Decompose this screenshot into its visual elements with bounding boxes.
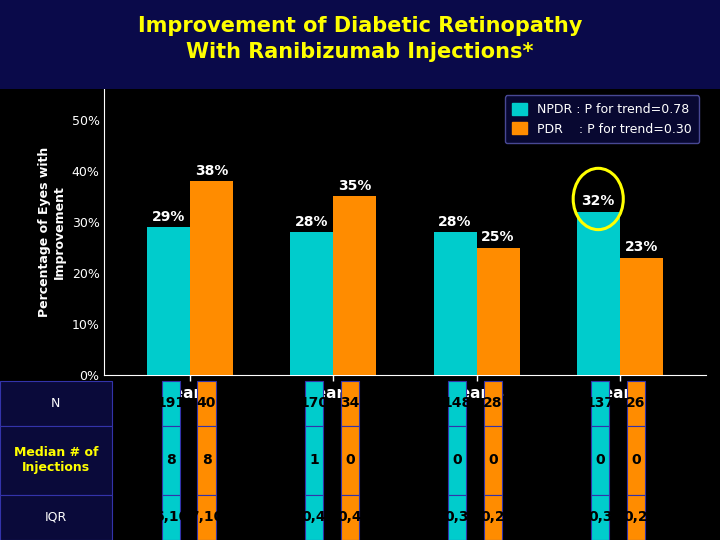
FancyBboxPatch shape xyxy=(591,381,609,426)
Text: 29%: 29% xyxy=(152,210,186,224)
Text: 28%: 28% xyxy=(295,214,329,228)
Text: Improvement of Diabetic Retinopathy
With Ranibizumab Injections*: Improvement of Diabetic Retinopathy With… xyxy=(138,16,582,62)
FancyBboxPatch shape xyxy=(197,426,216,495)
Text: 40: 40 xyxy=(197,396,216,410)
Text: N: N xyxy=(51,397,60,410)
FancyBboxPatch shape xyxy=(627,381,645,426)
Bar xyxy=(477,247,520,375)
Text: 148: 148 xyxy=(443,396,472,410)
Text: 34: 34 xyxy=(340,396,359,410)
Text: 0: 0 xyxy=(595,454,605,467)
Bar xyxy=(577,212,620,375)
Text: 8: 8 xyxy=(202,454,212,467)
Text: 1: 1 xyxy=(309,454,319,467)
Text: 8: 8 xyxy=(166,454,176,467)
FancyBboxPatch shape xyxy=(341,495,359,540)
FancyBboxPatch shape xyxy=(162,381,180,426)
FancyBboxPatch shape xyxy=(448,381,467,426)
Text: IQR: IQR xyxy=(45,511,67,524)
Text: 0,4: 0,4 xyxy=(338,510,362,524)
FancyBboxPatch shape xyxy=(305,381,323,426)
FancyBboxPatch shape xyxy=(162,495,180,540)
Text: 191: 191 xyxy=(156,396,185,410)
FancyBboxPatch shape xyxy=(305,495,323,540)
Bar xyxy=(620,258,662,375)
FancyBboxPatch shape xyxy=(591,426,609,495)
Text: 6,10: 6,10 xyxy=(153,510,188,524)
FancyBboxPatch shape xyxy=(341,426,359,495)
Text: Median # of
Injections: Median # of Injections xyxy=(14,447,98,474)
FancyBboxPatch shape xyxy=(484,426,502,495)
FancyBboxPatch shape xyxy=(305,426,323,495)
FancyBboxPatch shape xyxy=(591,495,609,540)
Bar xyxy=(148,227,190,375)
Text: 7,10: 7,10 xyxy=(189,510,224,524)
Text: 170: 170 xyxy=(300,396,328,410)
FancyBboxPatch shape xyxy=(627,426,645,495)
Text: 0: 0 xyxy=(488,454,498,467)
Text: 23%: 23% xyxy=(624,240,658,254)
FancyBboxPatch shape xyxy=(627,495,645,540)
FancyBboxPatch shape xyxy=(341,381,359,426)
Text: 28: 28 xyxy=(483,396,503,410)
FancyBboxPatch shape xyxy=(197,495,216,540)
Bar xyxy=(333,197,377,375)
Text: 0: 0 xyxy=(452,454,462,467)
FancyBboxPatch shape xyxy=(484,495,502,540)
Text: 28%: 28% xyxy=(438,214,472,228)
Text: 0,3: 0,3 xyxy=(588,510,613,524)
Y-axis label: Percentage of Eyes with
Improvement: Percentage of Eyes with Improvement xyxy=(38,147,66,318)
FancyBboxPatch shape xyxy=(0,495,112,540)
Text: 0,4: 0,4 xyxy=(302,510,326,524)
Text: 137: 137 xyxy=(586,396,615,410)
Bar xyxy=(433,232,477,375)
FancyBboxPatch shape xyxy=(484,381,502,426)
Text: 26: 26 xyxy=(626,396,646,410)
Text: 38%: 38% xyxy=(195,164,228,178)
FancyBboxPatch shape xyxy=(448,495,467,540)
Text: 0,2: 0,2 xyxy=(480,510,505,524)
FancyBboxPatch shape xyxy=(0,426,112,495)
Text: 25%: 25% xyxy=(481,230,515,244)
Legend: NPDR : P for trend=0.78, PDR    : P for trend=0.30: NPDR : P for trend=0.78, PDR : P for tre… xyxy=(505,96,699,143)
Bar xyxy=(190,181,233,375)
Text: 0: 0 xyxy=(631,454,641,467)
FancyBboxPatch shape xyxy=(448,426,467,495)
Text: 0,3: 0,3 xyxy=(445,510,469,524)
FancyBboxPatch shape xyxy=(162,426,180,495)
FancyBboxPatch shape xyxy=(197,381,216,426)
Text: 0,2: 0,2 xyxy=(624,510,648,524)
Text: 0: 0 xyxy=(345,454,354,467)
Bar xyxy=(290,232,333,375)
FancyBboxPatch shape xyxy=(0,381,112,426)
Text: 35%: 35% xyxy=(338,179,372,193)
Text: 32%: 32% xyxy=(582,194,615,208)
